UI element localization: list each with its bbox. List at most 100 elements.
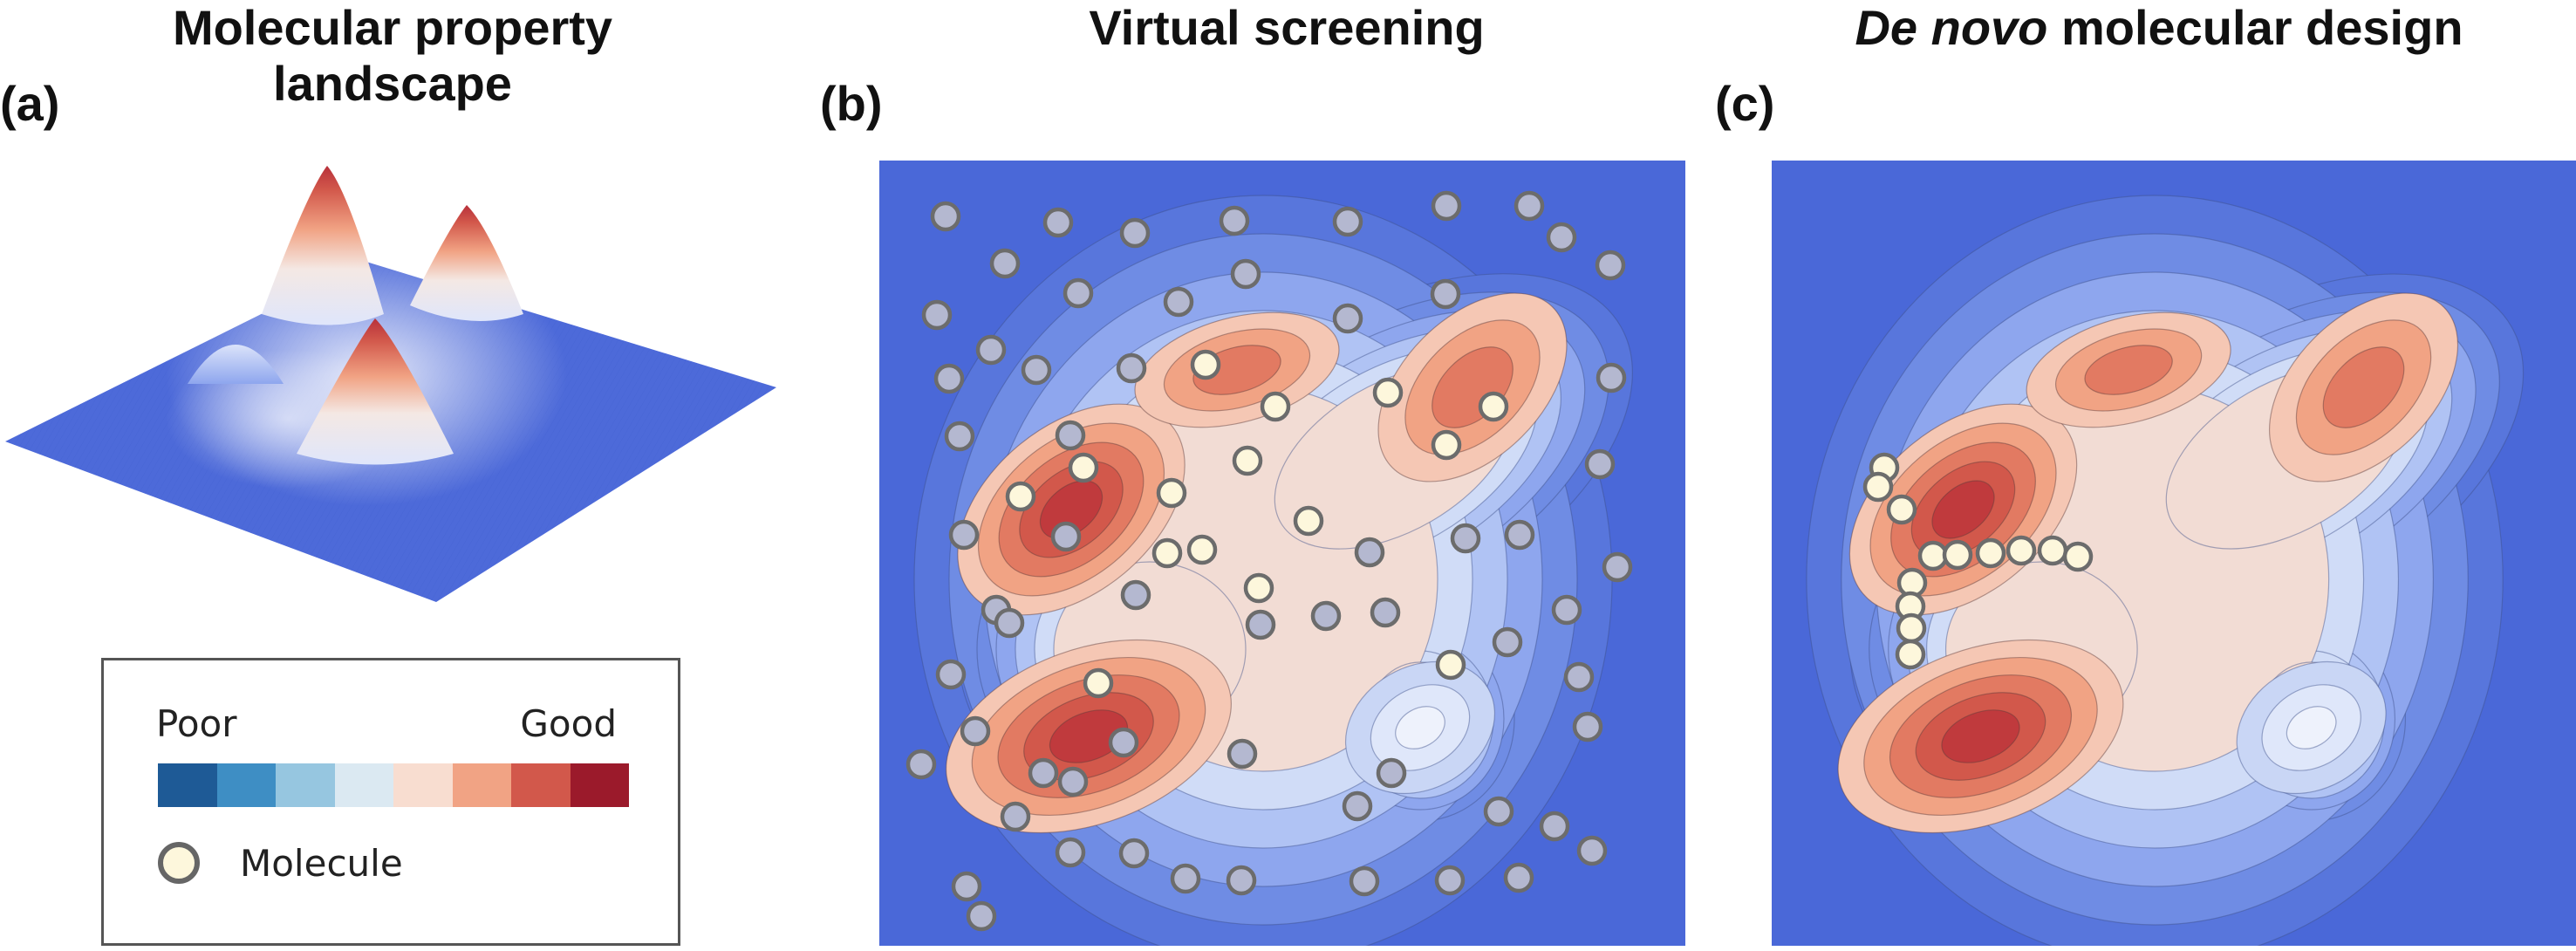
molecule-marker — [1310, 600, 1342, 632]
legend-good-label: Good — [520, 702, 617, 745]
molecule-marker — [1349, 865, 1380, 897]
molecule-marker — [951, 871, 982, 902]
colorbar-swatch — [570, 763, 629, 807]
molecules-layer-c — [1862, 452, 2094, 670]
panel-label-c: (c) — [1715, 76, 1775, 131]
molecule-marker — [966, 900, 997, 932]
molecule-marker — [1576, 835, 1608, 866]
title-virtual-screening: Virtual screening — [1089, 0, 1485, 55]
landscape-peak-front — [297, 318, 454, 465]
colorbar-swatch — [393, 763, 453, 807]
molecule-marker — [1232, 445, 1263, 476]
legend-poor-label: Poor — [156, 702, 237, 745]
molecule-marker — [1895, 639, 1926, 670]
molecule-marker — [1354, 537, 1385, 568]
molecule-marker — [1245, 609, 1276, 640]
molecule-marker — [1492, 626, 1523, 658]
molecule-marker — [1332, 206, 1363, 237]
molecule-marker — [1108, 727, 1139, 758]
molecule-marker — [1000, 801, 1031, 832]
molecule-marker — [1170, 863, 1201, 894]
molecule-marker — [1190, 349, 1221, 380]
molecule-marker — [1975, 537, 2006, 569]
molecule-marker — [1156, 477, 1187, 509]
molecule-marker — [1028, 757, 1059, 789]
molecule-marker — [1431, 190, 1462, 222]
molecule-marker — [905, 749, 937, 780]
molecule-marker — [1886, 494, 1917, 525]
molecule-marker — [1372, 377, 1404, 408]
molecule-marker — [1504, 519, 1535, 551]
molecule-marker — [1227, 738, 1258, 770]
molecule-marker — [1483, 796, 1514, 827]
molecule-marker — [1293, 505, 1324, 537]
molecule-marker — [1370, 597, 1401, 628]
molecule-marker — [1342, 790, 1373, 822]
contour-landscape-c — [1772, 161, 2576, 946]
molecule-marker — [1546, 222, 1577, 253]
molecule-marker — [1055, 837, 1086, 868]
title-c-rest: molecular design — [2047, 0, 2463, 55]
molecule-marker — [930, 201, 961, 232]
molecule-marker — [944, 421, 975, 452]
molecule-marker — [1118, 838, 1150, 869]
molecule-marker — [1513, 190, 1545, 222]
molecule-marker — [1119, 217, 1151, 249]
molecule-marker — [975, 334, 1007, 366]
molecule-marker — [1083, 667, 1114, 699]
molecule-marker — [1120, 579, 1151, 611]
molecule-marker — [1186, 534, 1218, 565]
molecule-marker — [1431, 429, 1462, 461]
colorbar-swatch — [452, 763, 511, 807]
colorbar-swatch — [511, 763, 571, 807]
landscape-3d-surface — [5, 166, 776, 602]
colorbar-swatch — [276, 763, 335, 807]
molecule-marker — [1063, 277, 1094, 309]
legend-colorbar — [158, 763, 629, 807]
landscape-peak-right — [410, 205, 523, 321]
colorbar-swatch — [158, 763, 217, 807]
molecule-marker — [1602, 551, 1633, 583]
molecule-marker — [2037, 535, 2068, 566]
molecule-marker — [2005, 535, 2037, 566]
molecule-marker — [1434, 865, 1466, 896]
molecule-marker — [960, 715, 991, 747]
molecule-marker — [948, 519, 980, 551]
molecule-marker — [2062, 541, 2094, 572]
colorbar-swatch — [216, 763, 276, 807]
molecule-marker — [1942, 539, 1973, 571]
de-novo-contour-map — [1772, 161, 2576, 946]
molecule-marker — [1551, 594, 1582, 626]
molecule-marker — [1050, 521, 1082, 552]
molecule-marker — [1917, 540, 1949, 571]
molecule-marker — [1116, 352, 1147, 384]
molecule-marker — [1584, 448, 1616, 480]
molecule-marker — [1005, 481, 1036, 512]
molecule-marker — [989, 248, 1021, 279]
molecule-marker — [1219, 205, 1250, 236]
panel-label-a: (a) — [0, 76, 60, 131]
colorbar-swatch — [334, 763, 393, 807]
legend-molecule-label: Molecule — [240, 842, 403, 885]
legend-box: Poor Good Molecule — [101, 658, 680, 946]
molecule-marker — [1042, 207, 1074, 238]
landscape-peak-small — [188, 345, 284, 384]
molecule-marker — [1503, 862, 1534, 893]
title-a-line2: landscape — [273, 56, 512, 111]
molecule-marker — [1055, 420, 1086, 451]
molecule-marker — [1230, 258, 1261, 290]
molecule-marker — [1260, 391, 1291, 422]
molecule-marker — [1021, 354, 1052, 386]
title-de-novo-design: De novo molecular design — [1745, 0, 2573, 56]
molecule-marker — [1595, 362, 1627, 393]
molecule-marker — [1430, 278, 1461, 310]
virtual-screening-contour-map — [879, 161, 1685, 946]
molecule-marker — [1563, 661, 1595, 693]
molecule-marker — [1332, 303, 1363, 334]
panel-label-b: (b) — [820, 76, 883, 131]
title-molecular-property-landscape: Molecular property landscape — [0, 0, 785, 112]
molecule-marker — [994, 607, 1025, 639]
molecule-marker — [1478, 391, 1509, 422]
molecule-marker — [1450, 523, 1481, 554]
molecule-marker — [933, 363, 965, 394]
